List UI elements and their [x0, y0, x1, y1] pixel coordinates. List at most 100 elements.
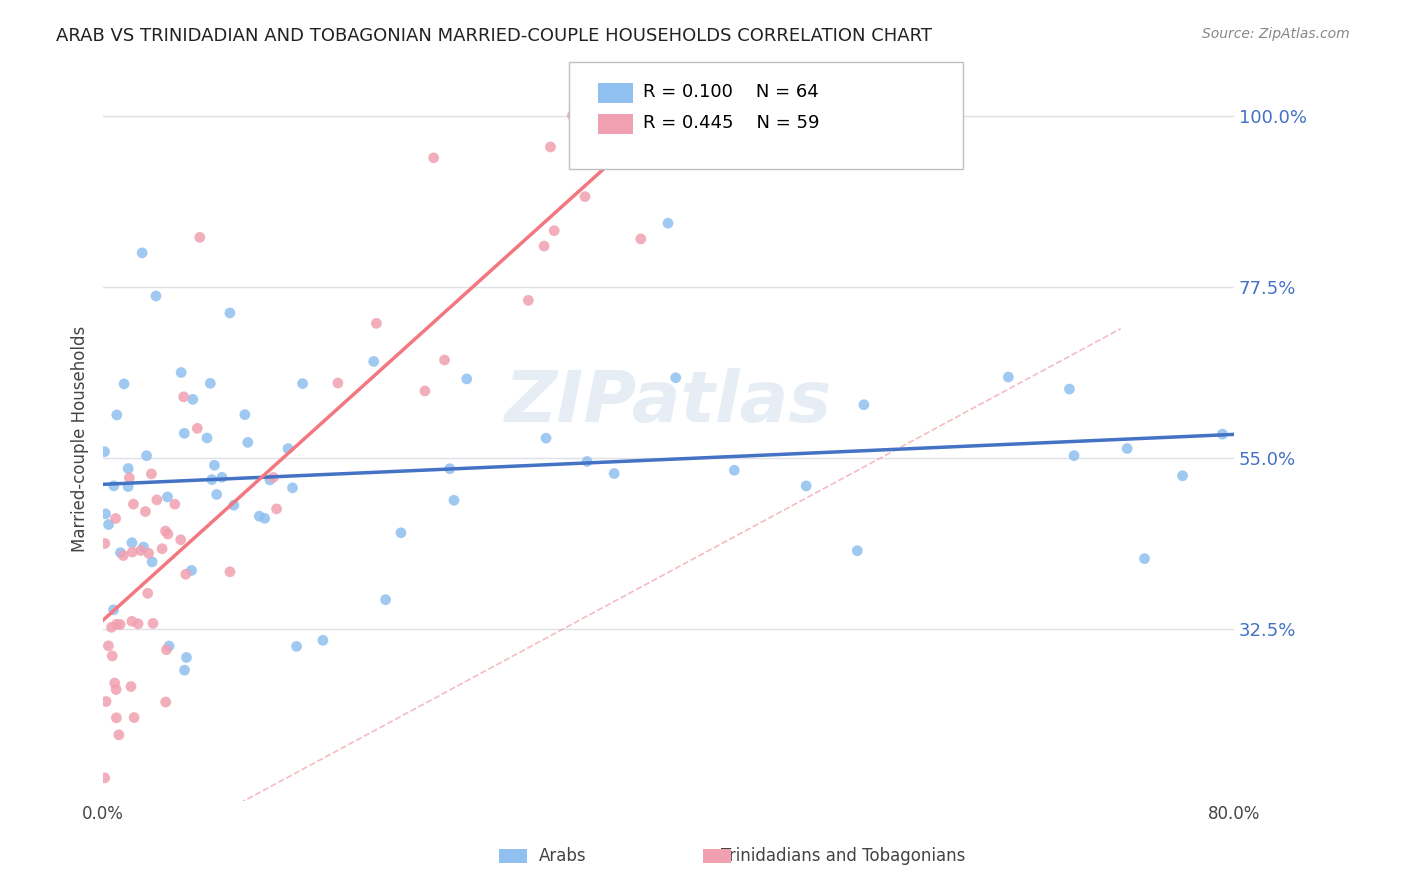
Point	[1116, 442, 1139, 456]
Point	[155, 524, 177, 538]
Text: ARAB VS TRINIDADIAN AND TOBAGONIAN MARRIED-COUPLE HOUSEHOLDS CORRELATION CHART: ARAB VS TRINIDADIAN AND TOBAGONIAN MARRI…	[56, 27, 932, 45]
Point	[188, 230, 211, 244]
Point	[105, 617, 128, 632]
Point	[222, 498, 245, 512]
Point	[533, 239, 555, 253]
Point	[112, 549, 135, 563]
Point	[219, 306, 242, 320]
Point	[108, 728, 131, 742]
Point	[673, 132, 696, 146]
Point	[443, 493, 465, 508]
Point	[181, 392, 204, 407]
Point	[585, 126, 607, 140]
Point	[277, 442, 299, 456]
Point	[100, 620, 122, 634]
Point	[534, 431, 557, 445]
Point	[176, 650, 198, 665]
Point	[540, 140, 562, 154]
Point	[93, 444, 115, 458]
Point	[1133, 551, 1156, 566]
Point	[180, 563, 202, 577]
Point	[439, 461, 461, 475]
Point	[1063, 449, 1085, 463]
Point	[141, 467, 163, 481]
Point	[131, 245, 153, 260]
Point	[413, 384, 436, 398]
Text: Trinidadians and Tobagonians: Trinidadians and Tobagonians	[721, 847, 966, 865]
Text: Arabs: Arabs	[538, 847, 586, 865]
Point	[201, 473, 224, 487]
Point	[93, 536, 115, 550]
Point	[94, 694, 117, 708]
Point	[253, 511, 276, 525]
Point	[155, 642, 177, 657]
Point	[603, 467, 626, 481]
Point	[259, 473, 281, 487]
Point	[145, 289, 167, 303]
Point	[576, 454, 599, 468]
Point	[155, 695, 177, 709]
Point	[112, 376, 135, 391]
Point	[173, 390, 195, 404]
Point	[204, 458, 226, 473]
Point	[997, 370, 1019, 384]
Text: R = 0.100    N = 64: R = 0.100 N = 64	[643, 83, 818, 101]
Point	[156, 527, 179, 541]
Point	[291, 376, 314, 391]
Point	[186, 421, 208, 435]
Point	[104, 676, 127, 690]
Point	[658, 108, 681, 122]
Point	[852, 398, 875, 412]
Point	[846, 543, 869, 558]
Point	[200, 376, 222, 391]
Point	[205, 487, 228, 501]
Text: Source: ZipAtlas.com: Source: ZipAtlas.com	[1202, 27, 1350, 41]
Point	[101, 648, 124, 663]
Point	[173, 663, 195, 677]
Point	[433, 353, 456, 368]
Point	[117, 480, 139, 494]
Point	[134, 504, 156, 518]
Point	[794, 479, 817, 493]
Point	[150, 541, 173, 556]
Point	[517, 293, 540, 308]
Point	[174, 567, 197, 582]
Point	[97, 639, 120, 653]
Point	[121, 615, 143, 629]
Point	[156, 490, 179, 504]
Point	[118, 471, 141, 485]
Point	[127, 616, 149, 631]
Point	[312, 633, 335, 648]
Point	[1059, 382, 1081, 396]
Point	[104, 511, 127, 525]
Point	[543, 224, 565, 238]
Point	[574, 189, 596, 203]
Point	[157, 639, 180, 653]
Y-axis label: Married-couple Households: Married-couple Households	[72, 326, 89, 552]
Point	[456, 372, 478, 386]
Point	[1171, 468, 1194, 483]
Point	[108, 617, 131, 632]
Point	[138, 546, 160, 560]
Point	[665, 371, 688, 385]
Point	[211, 470, 233, 484]
Point	[662, 108, 685, 122]
Point	[688, 108, 710, 122]
Point	[363, 354, 385, 368]
Point	[285, 640, 308, 654]
Point	[561, 108, 583, 122]
Point	[122, 497, 145, 511]
Point	[657, 216, 679, 230]
Point	[262, 470, 284, 484]
Point	[105, 711, 128, 725]
Point	[141, 555, 163, 569]
Point	[121, 545, 143, 559]
Point	[121, 535, 143, 549]
Point	[103, 479, 125, 493]
Text: ZIPatlas: ZIPatlas	[505, 368, 832, 437]
Point	[129, 543, 152, 558]
Point	[233, 408, 256, 422]
Point	[170, 366, 193, 380]
Point	[97, 517, 120, 532]
Point	[236, 435, 259, 450]
